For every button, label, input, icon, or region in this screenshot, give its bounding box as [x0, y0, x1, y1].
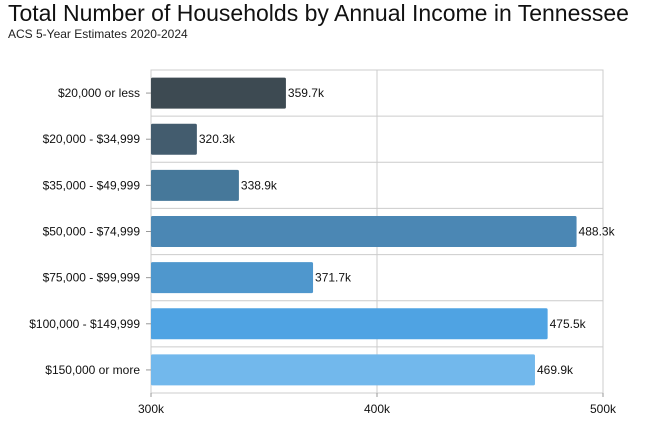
value-label-3: 488.3k — [579, 225, 616, 239]
bar-0 — [151, 77, 286, 109]
value-label-1: 320.3k — [199, 132, 236, 146]
category-label-5: $100,000 - $149,999 — [29, 317, 140, 331]
value-label-0: 359.7k — [288, 86, 325, 100]
value-label-2: 338.9k — [241, 178, 278, 192]
category-label-0: $20,000 or less — [58, 86, 140, 100]
category-label-2: $35,000 - $49,999 — [43, 178, 141, 192]
x-tick-label-1: 400k — [364, 402, 391, 416]
category-label-6: $150,000 or more — [45, 363, 140, 377]
value-label-6: 469.9k — [537, 363, 574, 377]
bar-2 — [151, 169, 239, 201]
category-label-4: $75,000 - $99,999 — [43, 271, 141, 285]
bar-5 — [151, 308, 548, 340]
chart-subtitle: ACS 5-Year Estimates 2020-2024 — [8, 27, 188, 41]
bar-6 — [151, 354, 535, 386]
x-tick-label-0: 300k — [138, 402, 165, 416]
value-label-5: 475.5k — [550, 317, 587, 331]
x-tick-label-2: 500k — [590, 402, 617, 416]
bar-4 — [151, 262, 314, 294]
value-label-4: 371.7k — [315, 271, 352, 285]
bar-3 — [151, 216, 577, 247]
category-label-1: $20,000 - $34,999 — [43, 132, 141, 146]
chart-title-block: Total Number of Households by Annual Inc… — [8, 2, 648, 44]
chart-title: Total Number of Households by Annual Inc… — [8, 0, 629, 26]
category-label-3: $50,000 - $74,999 — [43, 225, 141, 239]
bar-1 — [151, 123, 197, 155]
